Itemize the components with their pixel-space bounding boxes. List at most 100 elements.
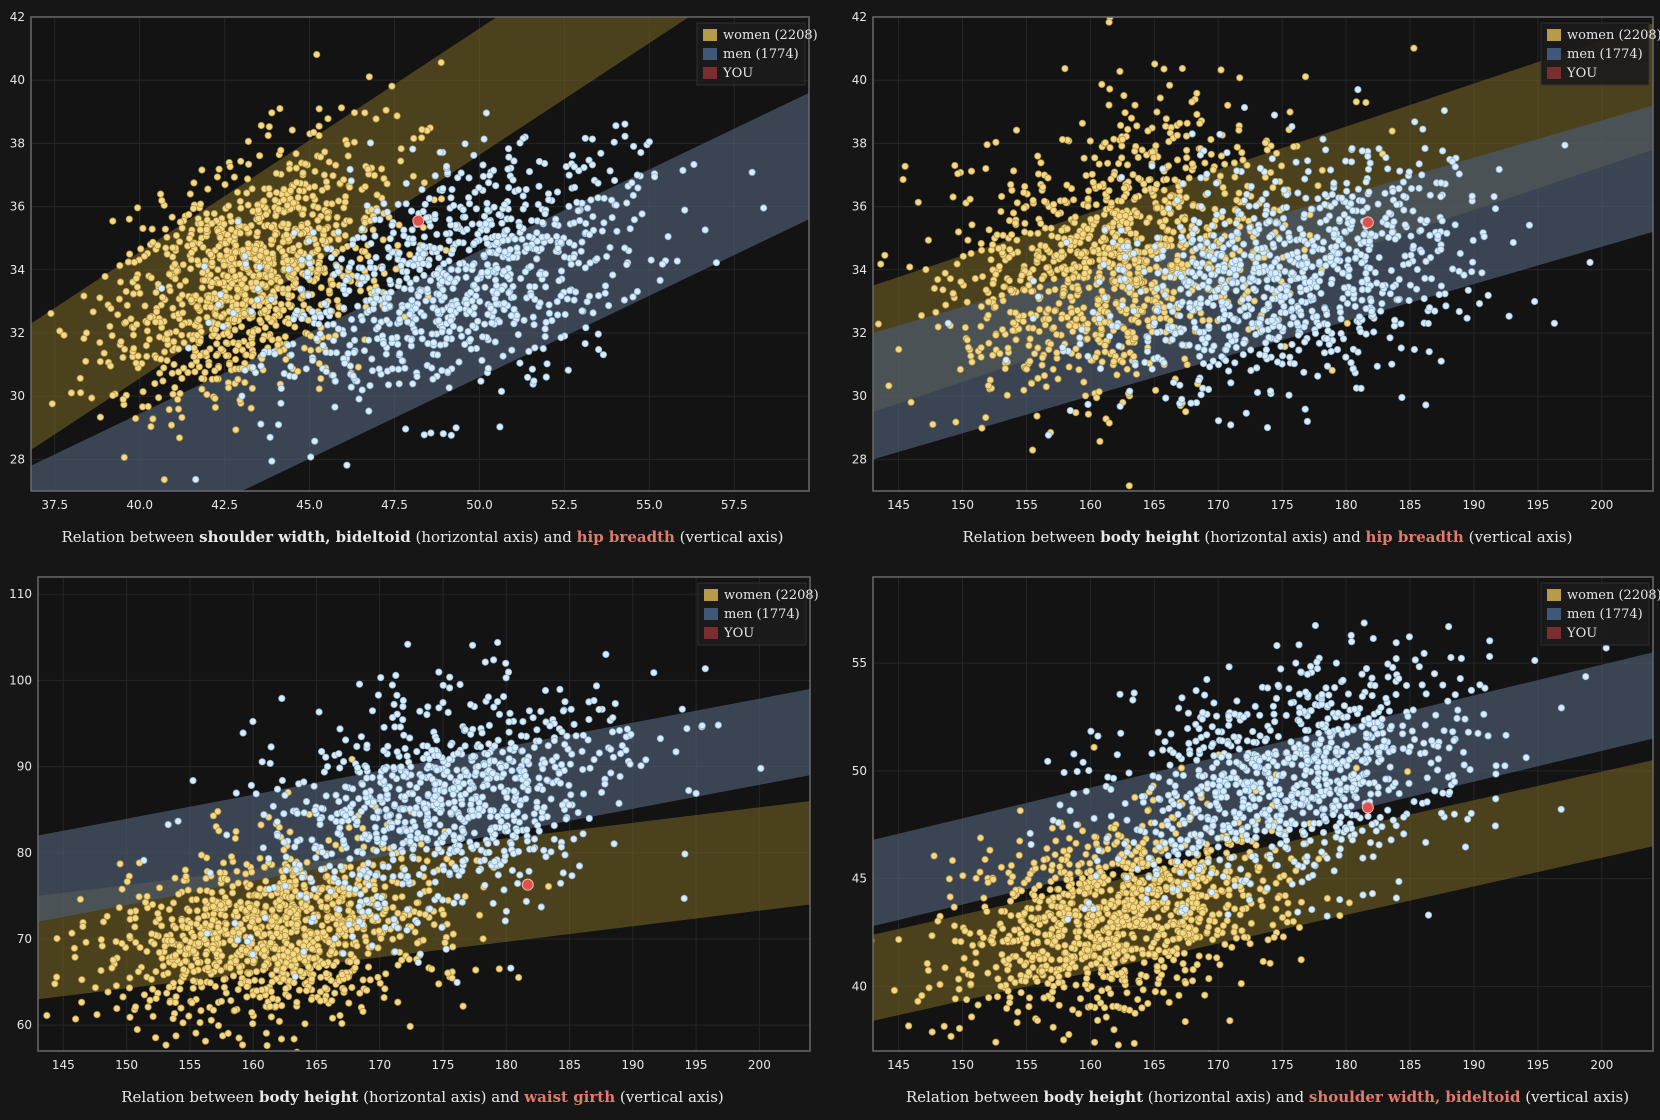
men-point <box>1319 135 1327 143</box>
men-point <box>422 297 430 305</box>
men-point <box>394 365 403 373</box>
men-point <box>1328 190 1336 199</box>
men-point <box>420 233 428 241</box>
men-point <box>1405 260 1413 268</box>
women-point <box>215 242 223 250</box>
women-point <box>216 234 224 242</box>
women-point <box>132 938 140 947</box>
women-point <box>246 881 254 889</box>
men-point <box>581 134 589 142</box>
men-point <box>331 403 339 411</box>
women-point <box>295 241 303 249</box>
men-point <box>563 295 572 303</box>
men-point <box>620 296 629 304</box>
men-point <box>541 210 549 218</box>
women-point <box>126 250 134 258</box>
men-point <box>1216 130 1224 138</box>
women-point <box>1089 178 1097 186</box>
men-point <box>679 166 687 174</box>
women-point <box>1021 228 1029 236</box>
women-point <box>172 1032 180 1040</box>
women-point <box>118 939 126 948</box>
men-point <box>658 260 667 268</box>
women-point <box>997 207 1005 216</box>
x-tick-label: 155 <box>1015 498 1038 512</box>
men-point <box>541 332 549 341</box>
women-point <box>131 914 139 922</box>
men-point <box>465 246 473 254</box>
women-point <box>187 361 196 369</box>
women-point <box>252 278 260 286</box>
women-point <box>1098 80 1106 89</box>
women-point <box>952 418 960 426</box>
men-point <box>588 135 597 143</box>
women-point <box>202 905 210 913</box>
men-point <box>532 245 541 253</box>
women-point <box>1027 287 1036 295</box>
women-point <box>1141 186 1149 194</box>
men-point <box>185 344 193 352</box>
women-point <box>300 301 308 309</box>
women-band <box>38 801 810 1000</box>
men-point <box>1397 320 1405 328</box>
men-point <box>1187 399 1195 407</box>
women-point <box>232 907 240 916</box>
men-point <box>1448 157 1456 166</box>
women-point <box>299 210 307 218</box>
men-point <box>461 140 469 148</box>
men-point <box>1209 357 1217 365</box>
women-point <box>963 298 971 306</box>
women-point <box>243 860 251 868</box>
men-point <box>1311 272 1319 280</box>
men-point <box>1468 192 1476 200</box>
women-point <box>214 266 222 274</box>
women-point <box>140 252 149 260</box>
women-point <box>1145 176 1153 184</box>
women-point <box>171 260 179 268</box>
men-point <box>509 253 517 261</box>
men-point <box>1411 118 1419 126</box>
men-point <box>322 367 330 376</box>
men-point <box>1317 269 1325 277</box>
men-point <box>363 202 371 210</box>
men-point <box>1255 268 1263 277</box>
men-point <box>315 320 323 328</box>
men-point <box>1321 190 1329 199</box>
women-point <box>118 885 126 893</box>
women-point <box>234 985 242 994</box>
women-point <box>968 221 976 229</box>
women-point <box>231 326 239 334</box>
women-point <box>1081 269 1089 278</box>
women-point <box>1178 64 1186 73</box>
women-point <box>439 910 448 918</box>
women-point <box>1125 262 1133 271</box>
women-point <box>984 298 993 306</box>
women-point <box>89 308 97 316</box>
men-point <box>1321 304 1329 313</box>
women-point <box>224 202 233 210</box>
men-point <box>535 270 544 278</box>
men-point <box>1441 290 1449 298</box>
women-point <box>1143 257 1151 265</box>
men-point <box>509 176 517 184</box>
women-point <box>338 245 347 253</box>
scatter-plot-3: 145 150 155 160 165 170 175 180 185 190 195 2006070… <box>9 576 819 1072</box>
women-point <box>985 226 993 234</box>
women-point <box>147 422 155 431</box>
men-point <box>382 350 390 358</box>
men-point <box>378 264 386 273</box>
y-tick-label: 34 <box>10 263 25 277</box>
women-point <box>369 226 377 234</box>
women-point <box>1131 334 1139 342</box>
women-point <box>204 294 213 302</box>
women-point <box>130 344 138 352</box>
men-point <box>1364 165 1373 173</box>
men-point <box>395 308 403 316</box>
men-point <box>158 284 166 292</box>
women-point <box>1079 230 1087 238</box>
men-point <box>1509 238 1517 247</box>
men-point <box>1351 254 1360 262</box>
men-point <box>287 362 295 371</box>
women-point <box>268 336 276 344</box>
women-point <box>1105 244 1113 252</box>
